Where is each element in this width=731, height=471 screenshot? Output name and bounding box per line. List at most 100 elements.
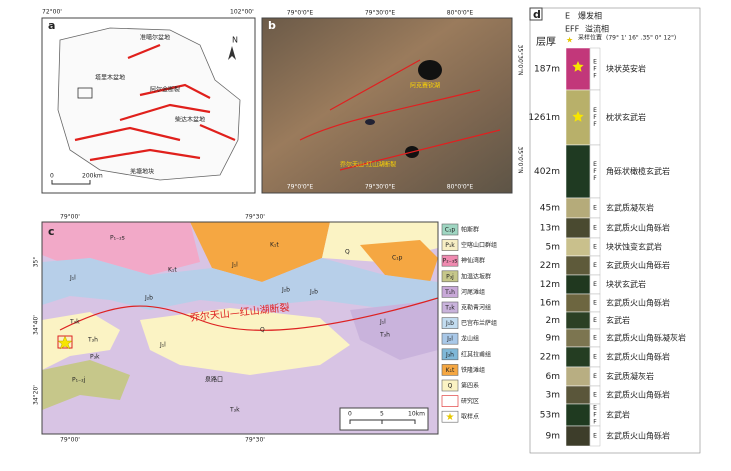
layer [565,274,591,295]
unit-label: T₃k [229,407,240,414]
outline [57,27,241,181]
rock-name: 玄武质火山角砾岩 [606,352,670,362]
unit-label: T₃h [379,332,390,339]
facies: E [592,373,599,380]
place: 准噶尔盆地 [140,34,170,42]
legend-swatch [441,364,459,376]
facies: E [592,281,599,288]
legend-swatch [441,270,459,283]
unit-label: J₂b [309,289,318,296]
legend-swatch [441,223,459,236]
facies: E [592,300,599,307]
x-tick-label: 79°0'0"E [287,184,314,191]
unit-label: Q [260,327,265,334]
legend-swatch [441,317,459,329]
rock-name: 玄武质火山角砾岩 [606,431,670,441]
thickness: 53m [540,411,560,421]
frame [529,7,701,454]
legend-code: J₃h [445,351,454,358]
layer [565,217,591,239]
rock-name: 玄武质火山角砾岩 [606,390,670,400]
legend-note: (79° 1' 16" .35" 0° 12") [606,35,676,42]
rock-name: 玄武质凝灰岩 [606,371,654,381]
scale-bar [51,180,91,185]
layer [565,366,591,387]
layer [565,311,591,330]
scale-label: 10km [408,411,425,418]
lake [418,60,442,80]
rock-name: 玄武质火山角砾凝灰岩 [606,333,686,343]
legend-name: 加温达坂群 [461,272,491,280]
thickness: 45m [540,204,560,214]
thickness: 402m [534,167,560,177]
place: 乔尔天山-红山湖断裂 [340,161,396,169]
scale-label: 5 [380,411,384,418]
faults [299,59,501,171]
facies-cell [589,425,601,447]
unit-j [42,258,438,310]
rock-name: 块状玄武岩 [606,279,646,289]
rock-name: 玄武质火山角砾岩 [606,223,670,233]
panel-label: c [48,225,55,238]
layer [565,403,591,427]
layer [565,144,591,199]
facies: EFF [592,405,599,426]
legend-code: ★ [446,412,455,423]
legend-swatch [441,379,459,392]
legend-swatch [441,254,459,267]
legend-name: 取样点 [461,413,479,421]
panel-a: a 72°00' 102°00' N 准噶尔盆地 塔里木盆地 柴达木盆地 阿尔金… [41,9,256,194]
thickness: 12m [540,280,560,290]
sample-star [572,61,584,72]
faults [74,43,236,162]
facies: EFF [592,161,599,182]
lake [365,119,375,125]
thickness: 1261m [528,113,560,123]
legend-code: K₁t [446,367,455,374]
panel-label: d [533,8,541,21]
rock-name: 玄武岩 [606,315,630,325]
legend-swatch [441,286,459,298]
facies: E [592,335,599,342]
panel-label: b [268,19,276,32]
facies: E [592,262,599,269]
legend-code: J₁b [445,320,454,327]
layer [565,425,591,447]
facies: E [592,354,599,361]
legend-code: T₂k [444,305,455,312]
unit-label: P₃k [90,354,100,361]
unit-k [360,240,438,282]
legend-symbol: EFF [565,25,580,34]
unit-label: J₁l [379,319,386,326]
layer [565,293,591,313]
scale-bar [349,419,416,424]
legend-name: 河尾滩组 [461,288,485,296]
panel-b: b 阿克赛钦湖 乔尔天山-红山湖断裂 79°0'0"E 79°0'0"E 79°30… [261,10,524,194]
thickness: 13m [540,224,560,234]
north: N [232,36,238,45]
sample-star [572,111,584,122]
place: 羌塘地块 [130,168,154,176]
rock-name: 角砾状橄榄玄武岩 [606,166,670,176]
facies: E [592,244,599,251]
y-tick-label: 34°40' [33,315,40,335]
unit-p [42,222,200,275]
unit-p [42,312,120,370]
unit-p [42,360,130,410]
satellite-image [261,17,513,194]
unit-label: J₂b [281,287,290,294]
facies: E [592,225,599,232]
unit-label: P₁₋₂s [110,235,125,242]
legend-name: 爆发相 [578,11,602,21]
unit-label: K₁t [270,242,279,249]
thickness: 9m [546,334,561,344]
unit-label: P₁₋₂j [72,377,86,384]
scale-label: 0 [50,173,54,180]
thickness: 9m [546,432,561,442]
layer [565,255,591,276]
layer [565,346,591,368]
thickness: 22m [540,353,560,363]
facies: E [592,317,599,324]
